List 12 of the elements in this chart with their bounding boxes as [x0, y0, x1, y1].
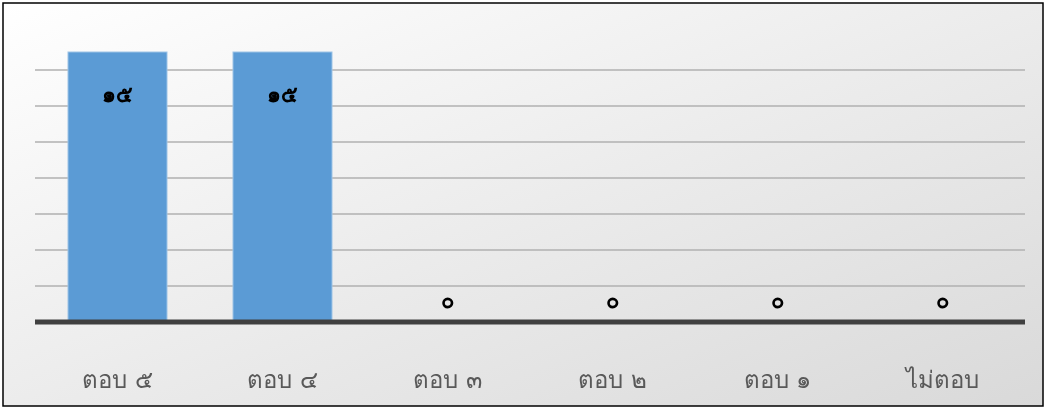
data-label: ๐ — [936, 288, 949, 313]
x-tick-label: ตอบ ๔ — [247, 366, 318, 394]
x-tick-label: ตอบ ๕ — [82, 366, 153, 394]
data-label: ๐ — [771, 288, 784, 313]
x-tick-label: ตอบ ๓ — [413, 366, 482, 394]
data-label: ๐ — [441, 288, 454, 313]
data-label: ๑๕ — [267, 82, 298, 107]
x-tick-label: ตอบ ๒ — [578, 366, 647, 394]
data-label: ๐ — [606, 288, 619, 313]
x-tick-label: ไม่ตอบ — [904, 366, 979, 394]
x-tick-label: ตอบ ๑ — [743, 366, 812, 394]
data-label: ๑๕ — [102, 82, 133, 107]
